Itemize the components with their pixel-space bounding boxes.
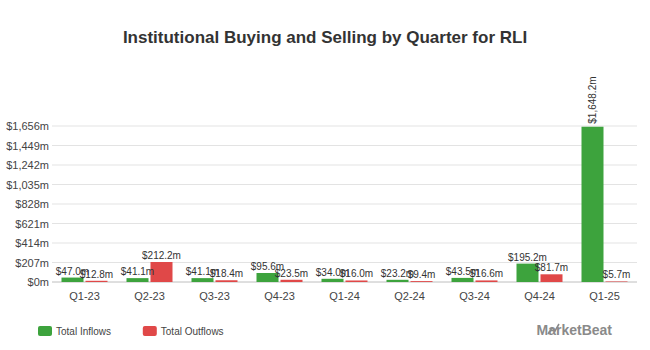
watermark: MarketBeat <box>537 322 613 338</box>
bar <box>582 127 604 282</box>
data-label: $18.4m <box>210 268 243 279</box>
data-label: $212.2m <box>142 250 181 261</box>
bar <box>346 280 368 282</box>
data-label: $41.1m <box>121 266 154 277</box>
data-label: $81.7m <box>535 262 568 273</box>
grid-line <box>52 126 637 127</box>
x-tick-label: Q3-23 <box>199 290 230 302</box>
bar <box>127 278 149 282</box>
y-tick-label: $0m <box>28 276 49 288</box>
y-tick-label: $207m <box>15 257 49 269</box>
bars <box>62 127 628 282</box>
grid-line <box>52 165 637 166</box>
legend-label: Total Outflows <box>161 326 224 337</box>
watermark-text: MarketBeat <box>537 322 613 338</box>
grid-line <box>52 243 637 244</box>
bar <box>541 274 563 282</box>
bar <box>476 280 498 282</box>
bar <box>606 281 628 282</box>
data-labels: $47.0m$12.8m$41.1m$212.2m$41.1m$18.4m$95… <box>56 76 631 280</box>
title: Institutional Buying and Selling by Quar… <box>123 28 527 47</box>
grid-line <box>52 204 637 205</box>
y-tick-label: $621m <box>15 218 49 230</box>
legend-swatch <box>143 326 157 336</box>
data-label: $16.6m <box>470 268 503 279</box>
x-tick-label: Q2-23 <box>134 290 165 302</box>
x-tick-label: Q1-25 <box>589 290 620 302</box>
y-tick-label: $1,449m <box>6 140 49 152</box>
y-tick-label: $828m <box>15 198 49 210</box>
legend-label: Total Inflows <box>56 326 111 337</box>
y-tick-label: $1,656m <box>6 120 49 132</box>
x-tick-label: Q4-23 <box>264 290 295 302</box>
x-tick-label: Q1-24 <box>329 290 360 302</box>
x-tick-label: Q2-24 <box>394 290 425 302</box>
data-label: $5.7m <box>603 269 631 280</box>
bar <box>281 280 303 282</box>
legend-swatch <box>38 326 52 336</box>
data-label: $1,648.2m <box>588 76 599 123</box>
bar <box>411 281 433 282</box>
chart: Institutional Buying and Selling by Quar… <box>0 0 650 350</box>
x-tick-label: Q1-23 <box>69 290 100 302</box>
data-label: $16.0m <box>340 268 373 279</box>
data-label: $23.5m <box>275 268 308 279</box>
y-tick-label: $414m <box>15 237 49 249</box>
x-tick-label: Q3-24 <box>459 290 490 302</box>
data-label: $12.8m <box>80 269 113 280</box>
bar <box>387 280 409 282</box>
bar <box>86 281 108 282</box>
data-label: $9.4m <box>408 269 436 280</box>
grid-line <box>52 223 637 224</box>
background <box>0 0 650 350</box>
grid-line <box>52 145 637 146</box>
grid-line <box>52 184 637 185</box>
y-tick-label: $1,035m <box>6 179 49 191</box>
x-tick-label: Q4-24 <box>524 290 555 302</box>
bar <box>216 280 238 282</box>
y-tick-label: $1,242m <box>6 159 49 171</box>
data-label: $195.2m <box>508 252 547 263</box>
